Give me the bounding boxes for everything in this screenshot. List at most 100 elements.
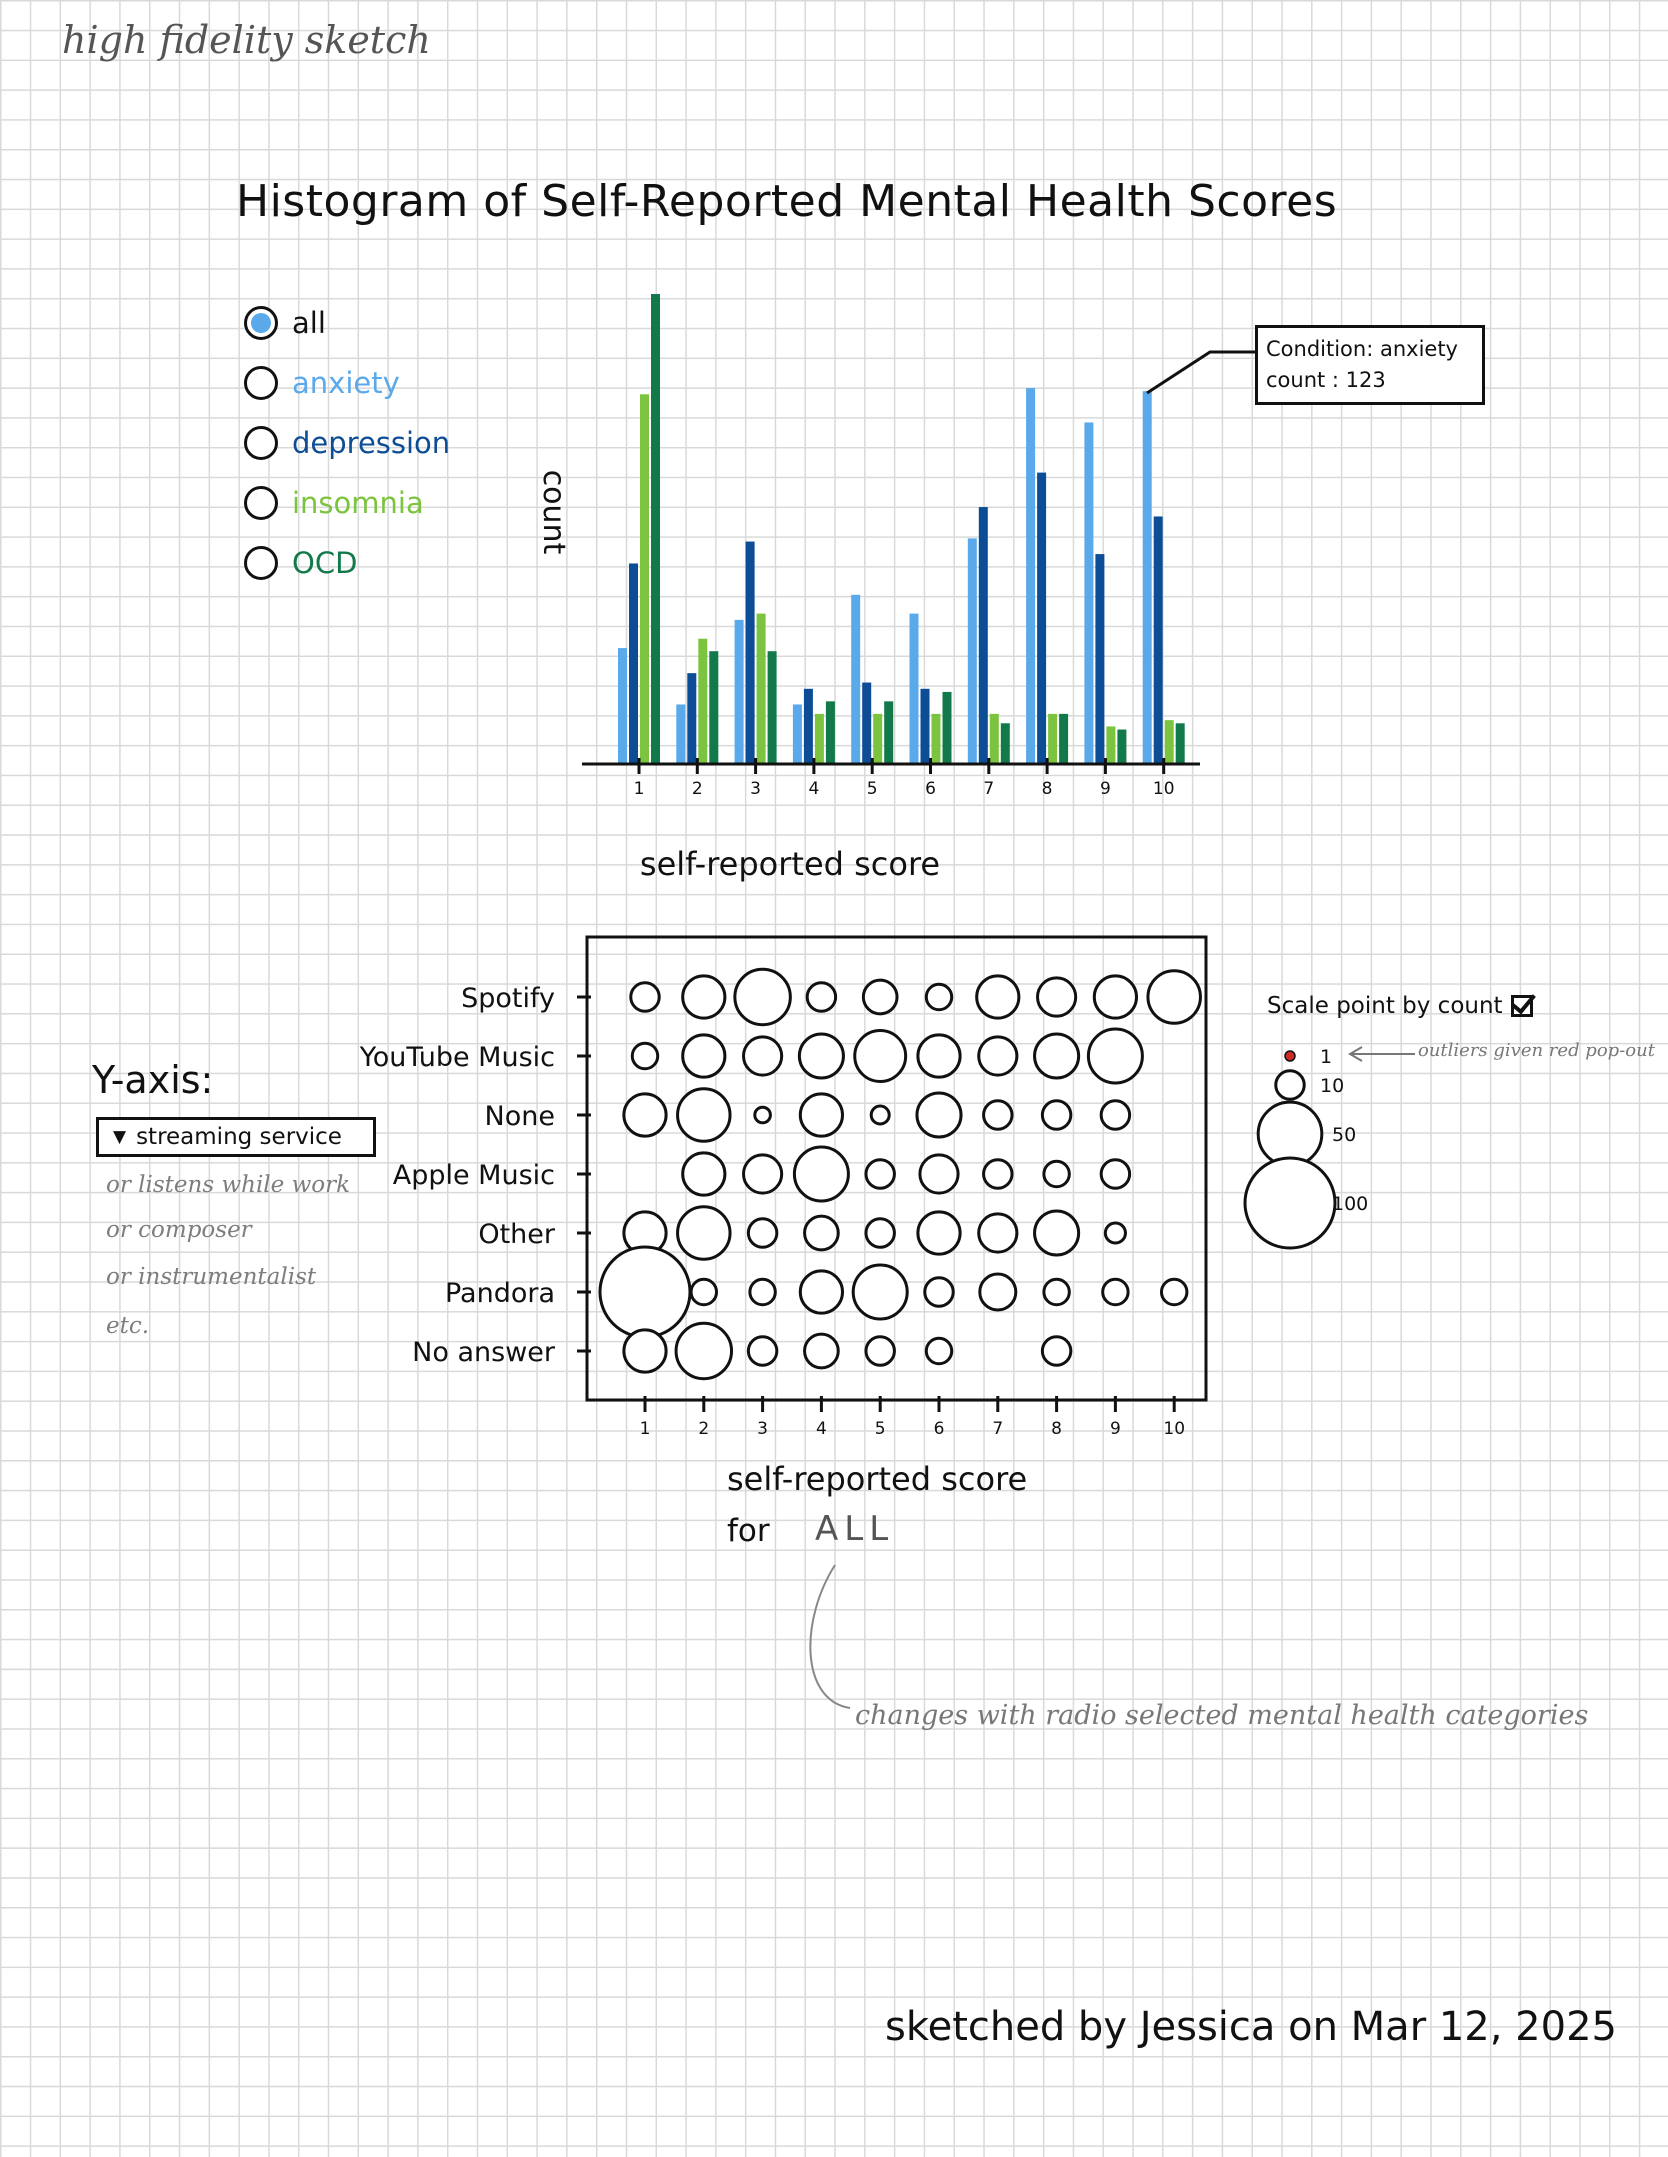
y-axis-dropdown[interactable]: ▼ streaming service [96,1117,376,1157]
histogram-bar-depression [920,688,930,764]
bubble-point [916,1210,962,1256]
scale-by-count-checkbox[interactable] [1510,995,1533,1017]
histogram-bar-anxiety [1026,388,1036,764]
bubble-point [1099,1158,1132,1190]
radio-depression[interactable]: depression [244,418,450,468]
histogram-bar-ocd [825,701,835,764]
histogram-bar-ocd [767,651,777,764]
triangle-down-icon: ▼ [113,1127,127,1147]
y-axis-dropdown-value: streaming service [136,1124,342,1150]
bubble-x-tick-label: 5 [875,1419,886,1439]
bubble-point [792,1145,850,1203]
radio-anxiety[interactable]: anxiety [244,358,400,408]
bubble-point [977,1212,1019,1254]
histogram-bar-ocd [942,691,952,764]
bubble-point [746,1217,779,1249]
histogram-bar-insomnia [1106,726,1116,764]
histogram-y-axis-label: count [536,470,571,555]
bubble-legend-label: 50 [1332,1124,1356,1146]
histogram-bar-ocd [709,651,719,764]
bubble-point [923,1276,955,1308]
histogram-x-tick-label: 8 [1042,779,1053,799]
histogram-bar-anxiety [676,704,686,764]
bubble-point [742,1153,784,1195]
bubble-legend-title: Scale point by count [1267,993,1533,1019]
bubble-x-tick-label: 8 [1051,1419,1062,1439]
bubble-point [746,1335,779,1367]
bubble-chart: Spotify YouTube Music None Apple Music Other… [359,935,1208,1498]
bubble-point [1159,1277,1189,1307]
radio-button-depression[interactable] [244,426,278,460]
histogram-x-tick-label: 9 [1100,779,1111,799]
histogram-bar-depression [629,563,638,764]
bubble-point [916,1033,962,1079]
histogram-bar-ocd [1000,723,1010,764]
histogram-bar-anxiety [792,704,802,764]
tooltip-condition: Condition: anxiety [1266,337,1458,361]
histogram-bar-insomnia [1164,720,1174,764]
radio-all[interactable]: all [244,298,326,348]
bubble-point [1040,1099,1073,1131]
bubble-point [753,1105,772,1125]
histogram-bar-depression [1095,554,1105,764]
bubble-y-tick-label: No answer [412,1337,556,1368]
bubble-point [1146,969,1202,1025]
bubble-point [681,974,727,1020]
bubble-y-tick-label: YouTube Music [359,1042,555,1073]
bubble-x-tick-label: 3 [757,1419,768,1439]
bubble-point [798,1092,845,1138]
histogram-bar-depression [1153,516,1163,764]
bubble-point [915,1091,963,1139]
histogram-bar-depression [803,688,813,764]
radio-button-all[interactable] [244,306,278,340]
histogram-x-tick-label: 1 [634,779,645,799]
bubble-y-tick-label: Apple Music [393,1160,555,1191]
bubble-point [982,1158,1014,1190]
radio-button-insomnia[interactable] [244,486,278,520]
histogram-x-tick-label: 7 [983,779,994,799]
bubble-x-tick-label: 7 [992,1419,1003,1439]
bubble-point [733,967,792,1027]
outlier-arrow-head [1348,1046,1363,1062]
bubble-legend-label: 10 [1320,1075,1344,1097]
bubble-legend-mark [1256,1100,1324,1168]
changes-note-curve [809,1564,851,1709]
bubble-point [1042,1277,1071,1307]
histogram: 1 2 3 4 5 6 7 8 9 10 self-reported score count [536,294,1200,883]
bubble-point [1040,1335,1073,1367]
histogram-x-tick-label: 3 [750,779,761,799]
radio-insomnia[interactable]: insomnia [244,478,424,528]
radio-ocd[interactable]: OCD [244,538,357,588]
histogram-bar-ocd [884,701,894,764]
histogram-bar-insomnia [931,713,941,764]
bubble-point [598,1245,692,1339]
bubble-legend-mark [1284,1050,1296,1062]
histogram-x-tick-label: 6 [925,779,936,799]
histogram-bar-anxiety [1084,422,1094,764]
signature: sketched by Jessica on Mar 12, 2025 [885,2004,1617,2050]
for-label: for [727,1513,770,1549]
bubble-x-axis-label: self-reported score [727,1460,1027,1498]
bubble-x-tick-label: 10 [1163,1419,1185,1439]
bubble-point [622,1092,668,1138]
radio-button-ocd[interactable] [244,546,278,580]
histogram-title: Histogram of Self-Reported Mental Health… [236,176,1338,227]
bubble-point [676,1087,732,1143]
histogram-bar-ocd [1117,729,1127,764]
bubble-point [630,1041,660,1071]
histogram-bar-insomnia [640,394,649,764]
histogram-bar-anxiety [851,594,861,764]
bubble-legend-label: Scale point by count [1267,993,1503,1019]
bubble-point [982,1099,1014,1131]
bubble-point [869,1104,891,1126]
bubble-x-tick-label: 9 [1110,1419,1121,1439]
bubble-point [978,1272,1018,1312]
radio-button-anxiety[interactable] [244,366,278,400]
bubble-point [681,1151,727,1197]
histogram-bar-insomnia [698,638,708,764]
radio-label-insomnia: insomnia [292,486,424,520]
histogram-bar-depression [862,682,872,764]
bubble-y-tick-label: Spotify [461,983,555,1014]
hover-tooltip: Condition: anxiety count : 123 [1255,325,1485,405]
bubble-point [1036,976,1078,1018]
